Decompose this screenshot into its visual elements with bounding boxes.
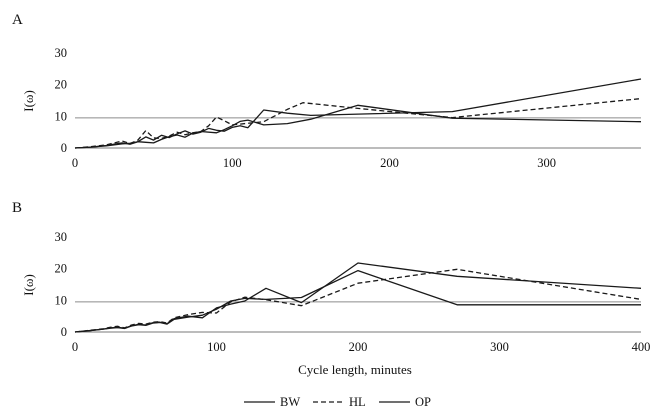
panel-a-series-hl	[74, 97, 642, 149]
panel-a-label: A	[12, 12, 23, 28]
legend: BW HL OP	[244, 395, 431, 409]
panel-b-x-tick-label: 0	[72, 340, 78, 354]
legend-label-hl: HL	[349, 395, 366, 409]
panel-a-x-tick-label: 300	[537, 156, 556, 170]
panel-a-x-tick-label: 100	[223, 156, 242, 170]
panel-a-x-tick-label: 200	[380, 156, 399, 170]
panel-b-x-tick-label: 300	[490, 340, 509, 354]
panel-a-y-tick-label: 30	[55, 46, 68, 60]
x-axis-label: Cycle length, minutes	[298, 362, 412, 377]
panel-a-y-tick-label: 10	[55, 109, 68, 123]
panel-b-x-tick-label: 200	[349, 340, 368, 354]
panel-b-x-tick-label: 400	[632, 340, 651, 354]
panel-b-y-tick-label: 10	[55, 293, 68, 307]
panel-b-series-op	[74, 269, 641, 333]
panel-a-y-axis-label: I(ω)	[21, 90, 36, 112]
panel-b-y-tick-label: 20	[55, 262, 68, 276]
panel-b-label: B	[12, 200, 22, 216]
panel-b-y-tick-label: 0	[61, 325, 67, 339]
panel-b-x-tick-label: 100	[207, 340, 226, 354]
panel-b-y-tick-label: 30	[55, 230, 68, 244]
panel-a-y-tick-label: 0	[61, 141, 67, 155]
panel-a-series-op	[74, 104, 642, 149]
panel-a-y-tick-label: 20	[55, 78, 68, 92]
panel-b-series-bw	[74, 262, 642, 333]
panel-b-y-axis-label: I(ω)	[21, 274, 36, 296]
legend-label-op: OP	[415, 395, 431, 409]
panel-a-series-bw	[74, 78, 642, 149]
panel-b-series-hl	[74, 268, 642, 333]
panel-a-x-tick-label: 0	[72, 156, 78, 170]
legend-label-bw: BW	[280, 395, 300, 409]
